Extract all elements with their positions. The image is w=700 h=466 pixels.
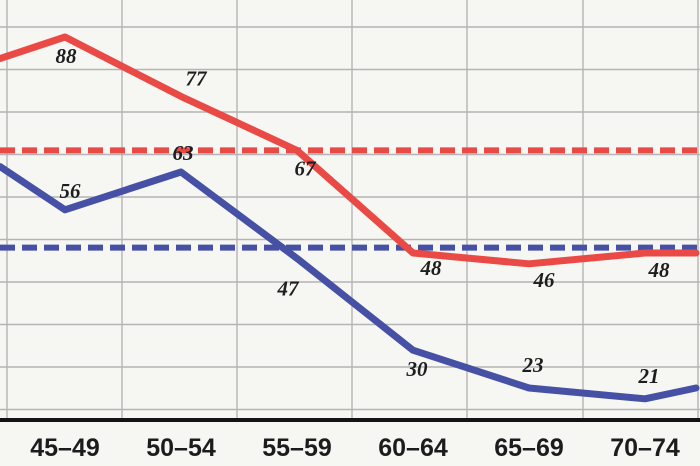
- series-lines: [0, 33, 700, 403]
- data-label: 21: [638, 364, 660, 388]
- data-label: 48: [648, 258, 671, 282]
- data-label: 88: [56, 44, 78, 68]
- grid-lines: [0, 0, 700, 420]
- data-label: 46: [533, 268, 556, 292]
- data-label: 67: [295, 156, 318, 180]
- series-line: [0, 33, 700, 268]
- x-tick-label: 50–54: [146, 434, 216, 462]
- data-label: 30: [406, 357, 429, 381]
- data-label: 47: [277, 276, 301, 300]
- x-tick-labels: 45–49 50–54 55–59 60–64 65–69 70–74: [30, 434, 680, 462]
- data-label: 77: [186, 66, 209, 90]
- x-tick-label: 60–64: [378, 434, 448, 462]
- x-tick-label: 55–59: [262, 434, 332, 462]
- data-label: 23: [522, 353, 544, 377]
- data-label: 56: [60, 179, 82, 203]
- series-line: [0, 163, 700, 403]
- data-labels: 88 77 67 48 46 48 56 63 47 30 23 21: [56, 44, 671, 388]
- x-tick-label: 70–74: [610, 434, 680, 462]
- reference-lines: [0, 147, 700, 251]
- data-label: 48: [420, 256, 443, 280]
- x-tick-label: 65–69: [494, 434, 564, 462]
- x-tick-label: 45–49: [30, 434, 100, 462]
- data-label: 63: [173, 141, 194, 165]
